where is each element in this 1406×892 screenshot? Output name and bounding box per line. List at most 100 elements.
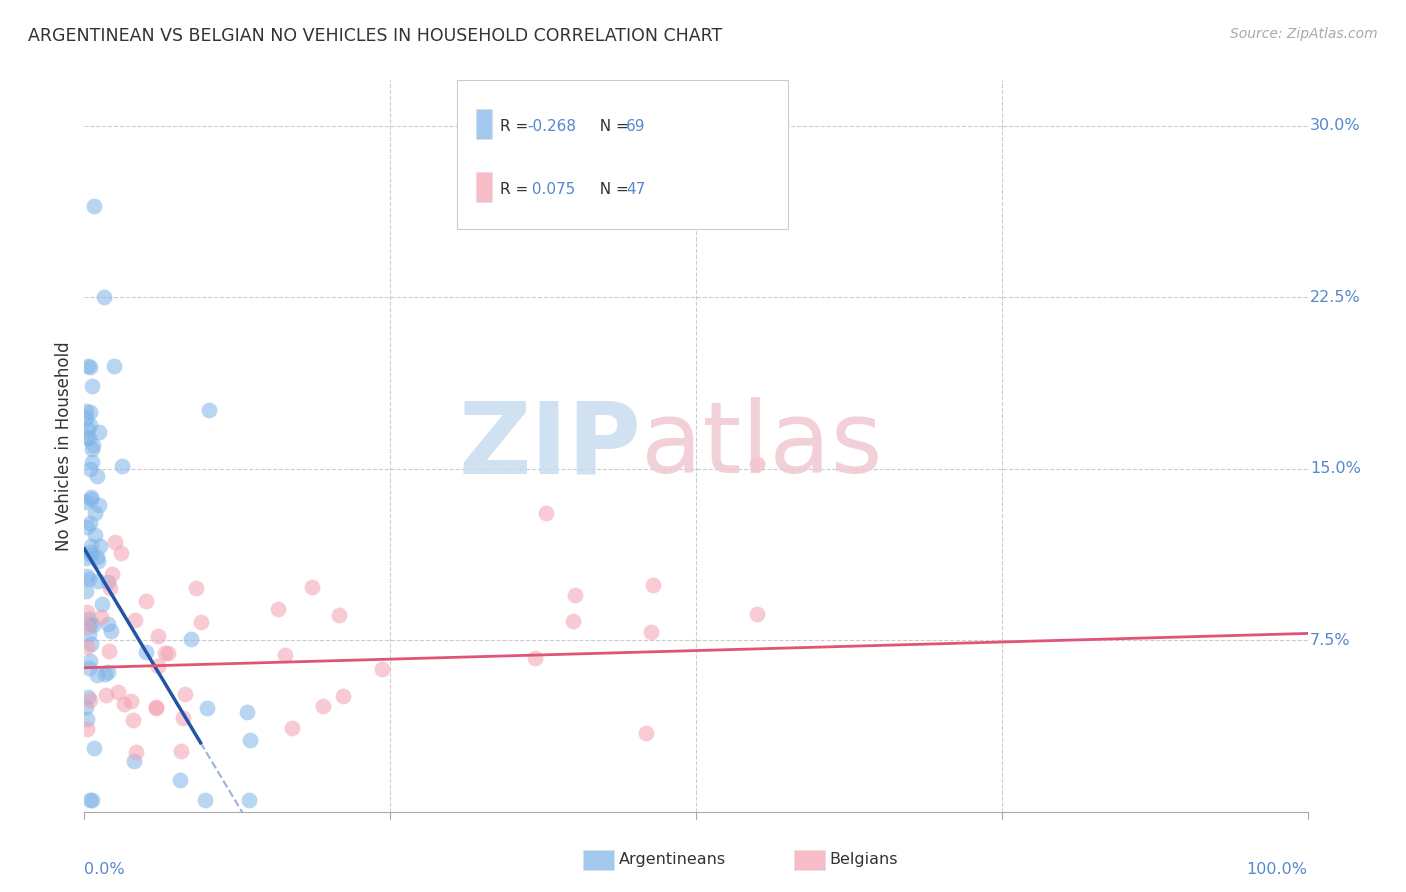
Point [75, 495, 97, 509]
Point [169, 772, 191, 787]
Point [194, 793, 217, 807]
Point [79, 360, 101, 375]
Text: 15.0%: 15.0% [1310, 461, 1361, 476]
Text: 0.0%: 0.0% [84, 862, 125, 877]
Text: 22.5%: 22.5% [1310, 290, 1361, 305]
Text: ZIP: ZIP [458, 398, 641, 494]
Point [198, 403, 221, 417]
Point [79, 516, 101, 531]
Point [80, 378, 103, 392]
Point [94, 666, 117, 681]
Point [97, 575, 120, 590]
Point [112, 697, 135, 711]
Text: ARGENTINEAN VS BELGIAN NO VEHICLES IN HOUSEHOLD CORRELATION CHART: ARGENTINEAN VS BELGIAN NO VEHICLES IN HO… [28, 27, 723, 45]
Point [146, 629, 169, 643]
Point [86, 469, 108, 483]
Point [104, 535, 127, 549]
Point [103, 359, 125, 373]
Point [135, 645, 157, 659]
Text: -0.268: -0.268 [527, 120, 576, 135]
Point [76, 520, 98, 534]
Text: 47: 47 [626, 182, 645, 197]
Point [107, 685, 129, 699]
Point [87, 554, 110, 568]
Point [562, 614, 585, 628]
Point [75, 699, 97, 714]
Point [524, 651, 547, 665]
Text: R =: R = [501, 182, 533, 197]
Point [186, 581, 208, 595]
Point [312, 698, 335, 713]
Point [180, 632, 202, 647]
Point [77, 573, 100, 587]
Point [87, 498, 110, 512]
Point [83, 506, 105, 520]
Point [79, 405, 101, 419]
Point [76, 605, 98, 619]
Text: R =: R = [501, 120, 533, 135]
Point [170, 743, 193, 757]
Point [83, 740, 105, 755]
Point [89, 539, 111, 553]
Point [174, 687, 197, 701]
Text: 0.075: 0.075 [527, 182, 575, 197]
Point [641, 578, 664, 592]
Point [636, 725, 658, 739]
Point [80, 454, 103, 468]
Point [97, 616, 120, 631]
Point [747, 607, 769, 621]
Point [75, 584, 97, 599]
Point [153, 646, 176, 660]
Point [75, 550, 97, 565]
Point [77, 612, 100, 626]
Point [75, 403, 97, 417]
Text: 7.5%: 7.5% [1310, 632, 1351, 648]
Point [84, 527, 107, 541]
Point [79, 793, 101, 807]
Point [125, 745, 148, 759]
FancyBboxPatch shape [475, 172, 492, 202]
Point [534, 506, 557, 520]
Text: Source: ZipAtlas.com: Source: ZipAtlas.com [1230, 27, 1378, 41]
Point [80, 490, 103, 504]
Point [98, 582, 121, 596]
Point [82, 793, 104, 807]
Point [79, 545, 101, 559]
Point [77, 359, 100, 373]
Point [640, 625, 662, 640]
Point [82, 617, 104, 632]
Point [195, 701, 218, 715]
Text: 69: 69 [626, 120, 645, 135]
Point [79, 692, 101, 706]
Point [77, 661, 100, 675]
Point [76, 568, 98, 582]
Point [76, 712, 98, 726]
Point [124, 614, 146, 628]
Point [145, 701, 167, 715]
Point [79, 617, 101, 632]
Text: 100.0%: 100.0% [1247, 862, 1308, 877]
Point [238, 793, 260, 807]
Point [80, 637, 103, 651]
Point [110, 546, 132, 560]
Point [98, 644, 121, 658]
Point [301, 580, 323, 594]
Point [371, 662, 394, 676]
Point [83, 199, 105, 213]
Text: atlas: atlas [641, 398, 883, 494]
Point [135, 594, 157, 608]
Point [77, 421, 100, 435]
Point [79, 462, 101, 476]
Point [86, 574, 108, 588]
Point [332, 689, 354, 703]
Point [274, 648, 297, 662]
Text: Argentineans: Argentineans [619, 853, 725, 867]
Point [77, 627, 100, 641]
Point [80, 539, 103, 553]
Text: N =: N = [589, 182, 633, 197]
Point [267, 602, 290, 616]
Point [156, 646, 179, 660]
Point [79, 654, 101, 668]
Point [91, 597, 114, 611]
Point [82, 438, 104, 452]
